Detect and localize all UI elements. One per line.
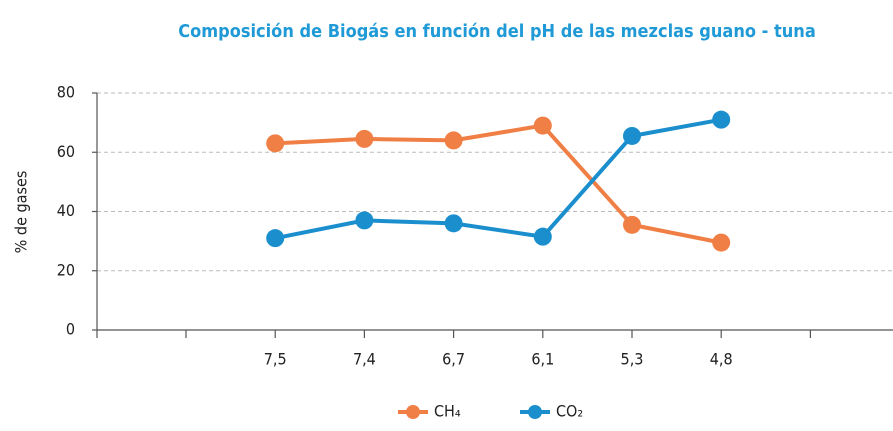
data-point [623,126,641,145]
legend-swatch-marker [528,405,542,419]
y-tick-label: 20 [57,260,75,279]
series-line [275,123,722,245]
data-point [444,214,463,233]
data-point [266,134,285,153]
x-tick-label: 6,1 [531,350,554,369]
legend-swatch-marker [406,405,420,419]
legend-label: CO₂ [556,402,583,421]
chart-title: Composición de Biogás en función del pH … [178,21,816,42]
data-point [266,229,285,248]
y-tick-label: 40 [57,201,75,220]
x-tick-label: 7,5 [264,350,287,369]
x-tick-label: 5,3 [621,350,644,369]
data-point [355,129,374,148]
x-tick-label: 6,7 [442,350,465,369]
data-point [712,233,731,252]
data-point [533,116,552,135]
data-point [533,227,552,246]
y-axis-label: % de gases [12,171,31,254]
legend-label: CH₄ [434,402,461,421]
series-line [274,117,722,241]
y-tick-label: 0 [66,320,75,339]
y-tick-label: 60 [57,142,75,161]
data-point [623,215,641,234]
data-point [712,110,731,129]
data-point [444,131,463,150]
y-tick-label: 80 [57,83,75,102]
x-tick-label: 7,4 [353,350,376,369]
data-point [355,211,374,230]
x-tick-label: 4,8 [710,350,733,369]
